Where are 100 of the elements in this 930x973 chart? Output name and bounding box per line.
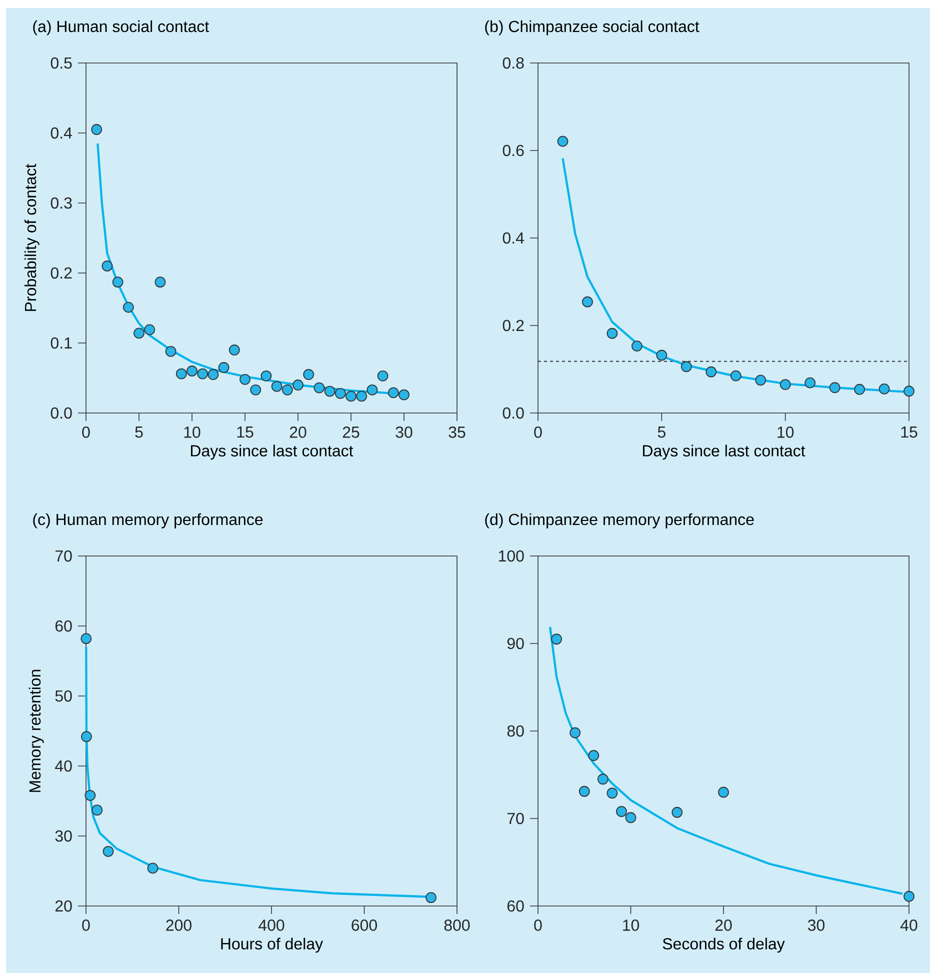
point <box>680 361 692 372</box>
y-tick-label: 90 <box>507 638 524 650</box>
point <box>582 296 593 308</box>
point <box>829 382 840 394</box>
point <box>854 384 865 395</box>
y-tick-label: 60 <box>55 620 72 632</box>
x-tick-label: 15 <box>901 426 918 438</box>
y-tick-label: 0.5 <box>50 57 72 69</box>
point <box>154 276 166 288</box>
y-tick-label: 0.1 <box>50 337 72 349</box>
point <box>147 862 158 874</box>
x-tick-label: 40 <box>900 920 918 931</box>
point <box>102 260 113 272</box>
point <box>81 731 92 742</box>
x-tick-label: 20 <box>715 920 732 931</box>
x-tick-label: 10 <box>623 920 640 931</box>
x-tick-label: 10 <box>184 426 200 438</box>
point <box>356 390 368 402</box>
chart-title: (a) Human social contact <box>33 20 210 36</box>
x-axis-title: Days since last contact <box>643 444 806 460</box>
y-axis-title: Memory retention <box>28 670 44 792</box>
point <box>388 387 399 398</box>
point <box>398 389 410 400</box>
x-tick-label: 0 <box>534 426 542 438</box>
point <box>878 383 890 394</box>
point <box>631 340 642 352</box>
point <box>656 350 668 361</box>
point <box>804 377 816 388</box>
point <box>597 774 608 785</box>
point <box>208 369 219 380</box>
point <box>271 380 282 392</box>
point <box>755 374 766 386</box>
point <box>303 369 314 380</box>
point <box>260 370 272 382</box>
point <box>730 370 742 382</box>
point <box>250 384 262 396</box>
y-tick-label: 0.6 <box>502 144 524 156</box>
y-tick-label: 0.4 <box>502 232 524 244</box>
x-axis-title: Seconds of delay <box>662 938 785 953</box>
point <box>80 633 92 644</box>
x-tick-label: 200 <box>166 920 192 931</box>
y-tick-label: 0.0 <box>502 407 524 419</box>
x-tick-label: 0 <box>82 920 90 931</box>
point <box>570 727 581 738</box>
y-tick-label: 0.4 <box>50 127 72 139</box>
point <box>92 804 103 816</box>
x-tick-label: 5 <box>658 426 666 438</box>
x-tick-label: 25 <box>342 426 360 438</box>
x-tick-label: 30 <box>808 920 825 931</box>
y-tick-label: 0.8 <box>502 57 524 69</box>
point <box>718 786 729 798</box>
point <box>240 374 250 385</box>
x-tick-label: 600 <box>352 920 377 931</box>
point <box>91 124 102 135</box>
x-tick-label: 15 <box>237 426 254 438</box>
y-tick-label: 0.2 <box>502 320 524 332</box>
chart-title: (b) Chimpanzee social contact <box>485 20 700 36</box>
point <box>551 634 562 645</box>
point <box>102 846 114 857</box>
point <box>122 302 134 313</box>
point <box>904 386 914 397</box>
point <box>144 324 156 336</box>
point <box>578 786 590 797</box>
point <box>282 384 293 396</box>
point <box>606 328 618 339</box>
point <box>176 368 187 380</box>
point <box>134 328 144 339</box>
y-tick-label: 80 <box>507 725 524 737</box>
point <box>377 370 388 382</box>
point <box>606 788 618 799</box>
point <box>334 388 346 399</box>
y-tick-label: 70 <box>55 550 72 562</box>
point <box>366 384 378 396</box>
y-tick-label: 0.3 <box>50 197 72 209</box>
y-tick-label: 100 <box>499 550 524 562</box>
point <box>165 346 176 357</box>
x-tick-label: 0 <box>82 426 90 438</box>
y-tick-label: 0.0 <box>50 407 72 419</box>
point <box>84 790 96 801</box>
point <box>197 368 208 380</box>
point <box>218 362 230 373</box>
x-tick-label: 400 <box>258 920 284 931</box>
chart-title: (d) Chimpanzee memory performance <box>485 513 754 528</box>
x-tick-label: 800 <box>444 920 470 931</box>
point <box>426 892 436 904</box>
x-axis-title: Hours of delay <box>221 938 324 953</box>
y-tick-label: 30 <box>55 830 72 842</box>
point <box>186 366 198 376</box>
point <box>706 366 717 378</box>
x-axis-title: Days since last contact <box>191 444 354 460</box>
point <box>557 136 568 147</box>
point <box>324 386 336 397</box>
x-tick-label: 35 <box>448 426 466 438</box>
y-tick-label: 60 <box>507 900 524 912</box>
y-axis-title: Probability of contact <box>24 164 40 311</box>
x-tick-label: 30 <box>396 426 412 438</box>
y-tick-label: 50 <box>55 690 72 702</box>
x-tick-label: 0 <box>534 920 542 931</box>
point <box>904 890 914 902</box>
chart-title: (c) Human memory performance <box>33 513 263 528</box>
